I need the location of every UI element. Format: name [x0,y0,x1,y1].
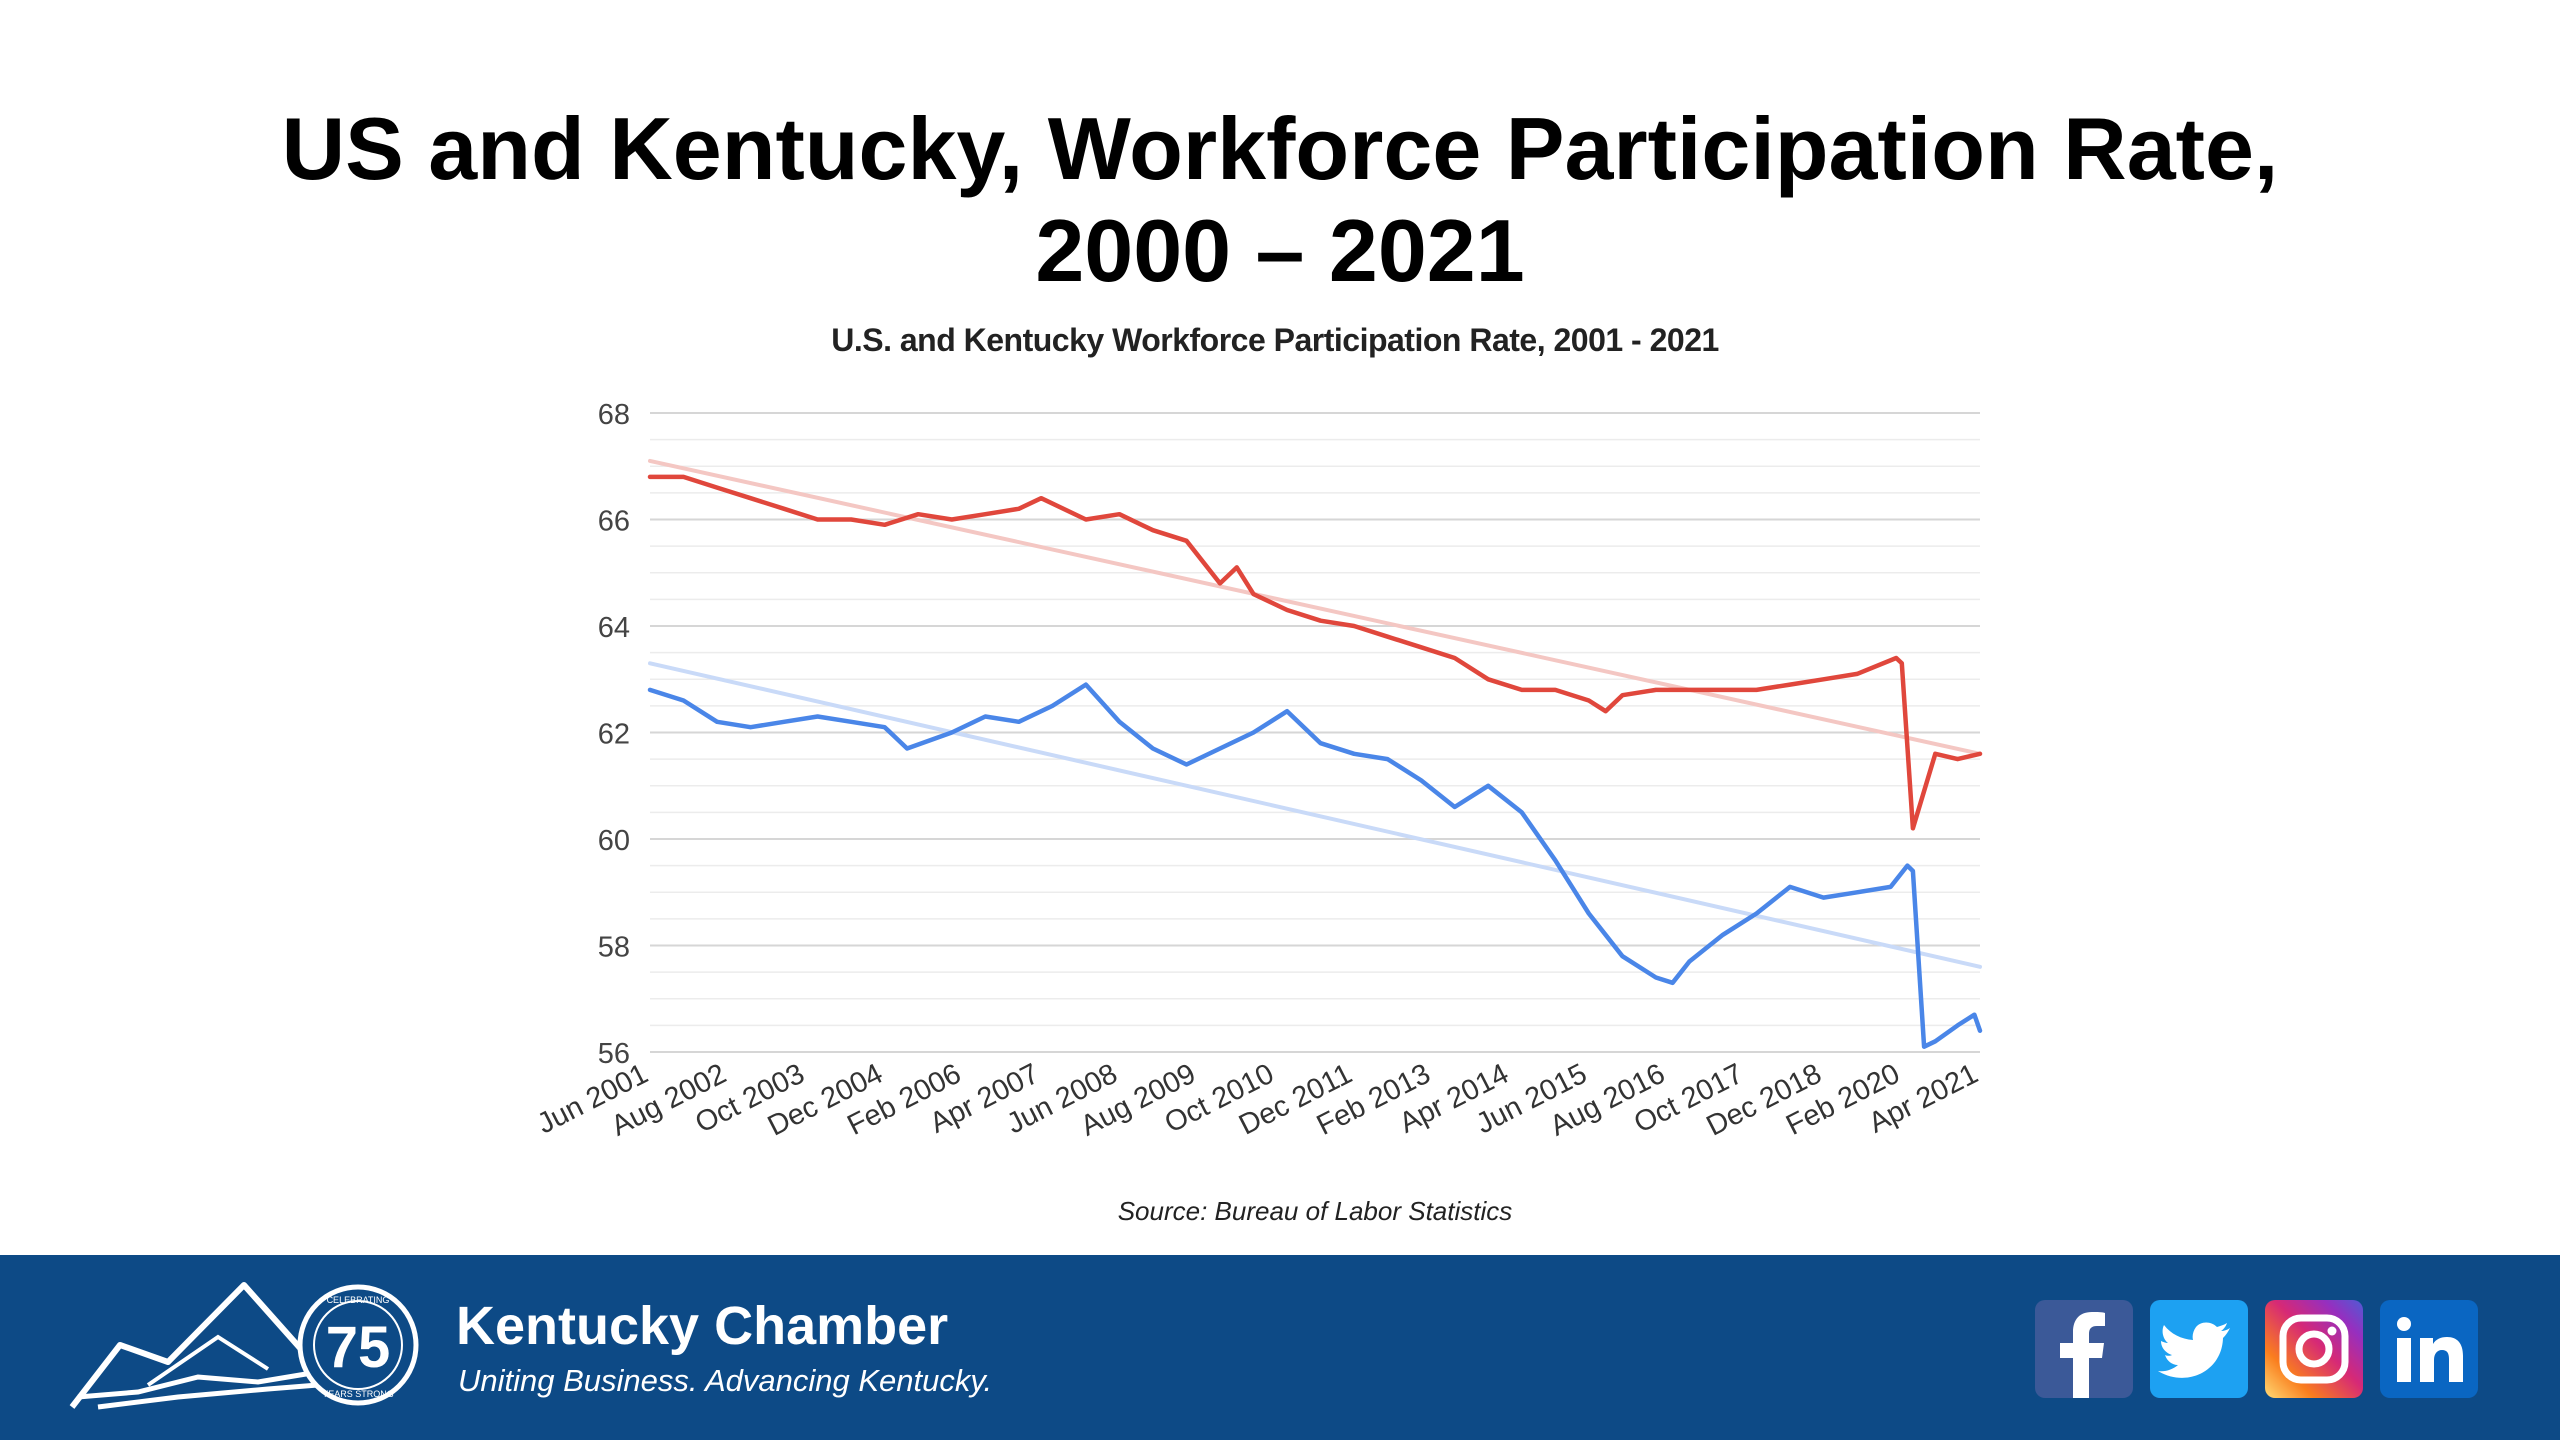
badge-number: 75 [326,1315,391,1380]
badge-top-text: CELEBRATING [327,1295,390,1305]
slide-title-line-2: 2000 – 2021 [1035,201,1525,300]
brand-name: Kentucky Chamber [456,1296,949,1356]
brand-tagline: Uniting Business. Advancing Kentucky. [458,1363,993,1398]
y-tick-label: 64 [598,612,630,644]
y-tick-label: 58 [598,932,630,964]
badge-bottom-text: YEARS STRONG [322,1389,394,1399]
y-tick-label: 56 [598,1038,630,1070]
facebook-icon[interactable] [2035,1300,2133,1398]
footer-bar: 75 CELEBRATING YEARS STRONG Kentucky Cha… [0,1255,2560,1440]
y-tick-label: 68 [598,399,630,431]
series-line-ky_trend [648,661,1982,969]
instagram-icon[interactable] [2265,1300,2363,1398]
kentucky-chamber-logo: 75 CELEBRATING YEARS STRONG [69,1282,419,1410]
y-tick-label: 62 [598,719,630,751]
y-tick-label: 66 [598,506,630,538]
linkedin-icon[interactable] [2380,1300,2478,1398]
chart-title: U.S. and Kentucky Workforce Participatio… [831,322,1719,358]
series-line-us_trend [648,458,1982,756]
source-note: Source: Bureau of Labor Statistics [1117,1196,1513,1226]
y-tick-label: 60 [598,825,630,857]
series-line-ky [647,682,1983,1049]
twitter-icon[interactable] [2150,1300,2248,1398]
slide-title-line-1: US and Kentucky, Workforce Participation… [281,99,2279,198]
series-line-us [647,474,1983,831]
slide-title: US and Kentucky, Workforce Participation… [0,98,2560,302]
